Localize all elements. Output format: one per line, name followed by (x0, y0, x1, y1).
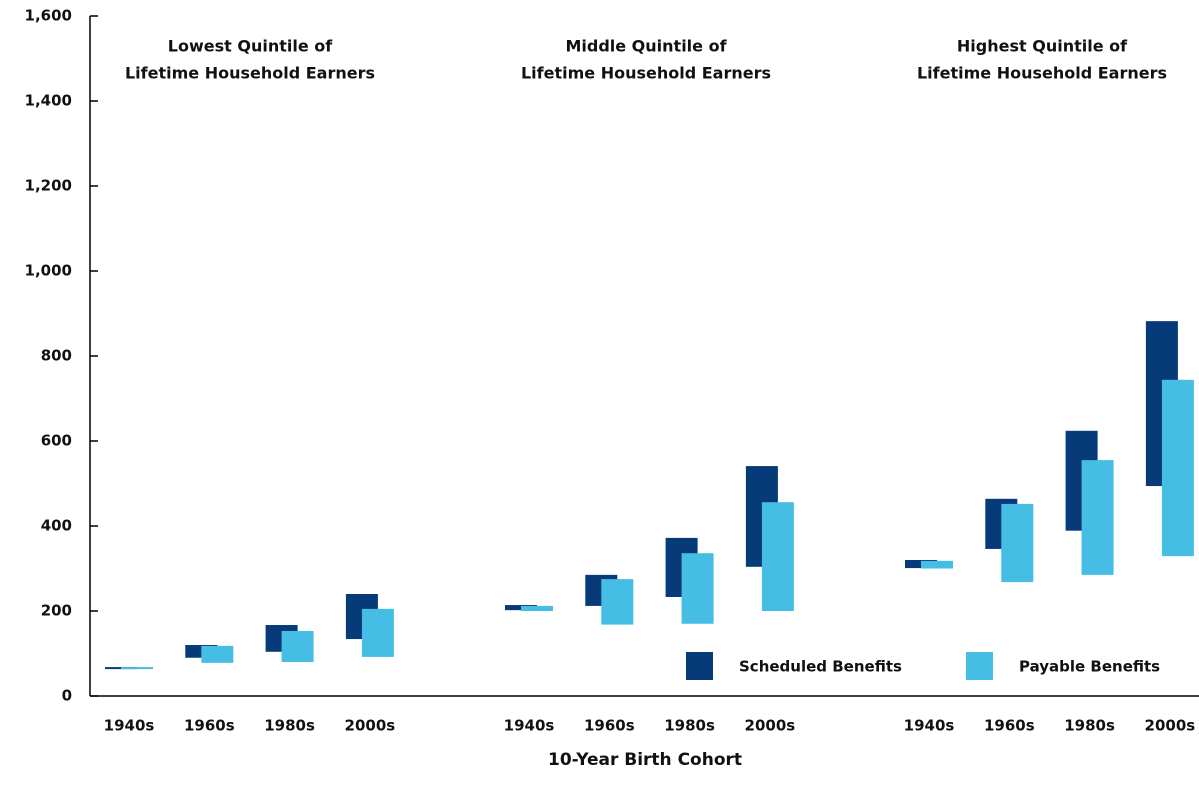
x-tick-label: 1980s (1064, 717, 1115, 735)
group-title: Lifetime Household Earners (125, 64, 375, 83)
y-tick-label: 1,400 (25, 92, 72, 110)
bar (921, 560, 953, 569)
y-tick-label: 400 (41, 517, 72, 535)
bar (601, 579, 634, 625)
bar (1081, 460, 1114, 575)
x-tick-label: 1960s (984, 717, 1035, 735)
x-tick-label: 2000s (1145, 717, 1196, 735)
y-tick-label: 200 (41, 602, 72, 620)
legend-label: Scheduled Benefits (739, 658, 902, 676)
legend-label: Payable Benefits (1019, 658, 1160, 676)
y-tick-label: 1,200 (25, 177, 72, 195)
bar (521, 605, 553, 611)
bar (1001, 503, 1034, 583)
x-tick-label: 1980s (264, 717, 315, 735)
x-tick-label: 1960s (584, 717, 635, 735)
y-tick-label: 0 (62, 687, 72, 705)
x-tick-label: 1980s (664, 717, 715, 735)
legend-swatch (966, 652, 993, 680)
group-title: Lifetime Household Earners (521, 64, 771, 83)
x-tick-label: 2000s (745, 717, 796, 735)
bar (1161, 379, 1194, 557)
y-tick-label: 1,600 (25, 7, 72, 25)
bar (281, 630, 314, 662)
bar (361, 608, 394, 657)
x-tick-label: 1940s (504, 717, 555, 735)
legend-swatch (686, 652, 713, 680)
x-tick-label: 1960s (184, 717, 235, 735)
x-tick-label: 1940s (104, 717, 155, 735)
bar (121, 667, 153, 670)
group-title: Lowest Quintile of (168, 37, 333, 56)
group-title: Lifetime Household Earners (917, 64, 1167, 83)
x-axis-title: 10-Year Birth Cohort (548, 750, 742, 770)
group-title: Highest Quintile of (957, 37, 1128, 56)
bar (681, 553, 714, 624)
x-tick-label: 1940s (904, 717, 955, 735)
bar (761, 502, 794, 611)
y-tick-label: 600 (41, 432, 72, 450)
y-tick-label: 1,000 (25, 262, 72, 280)
group-title: Middle Quintile of (565, 37, 727, 56)
y-tick-label: 800 (41, 347, 72, 365)
bar (201, 645, 234, 663)
x-tick-label: 2000s (345, 717, 396, 735)
